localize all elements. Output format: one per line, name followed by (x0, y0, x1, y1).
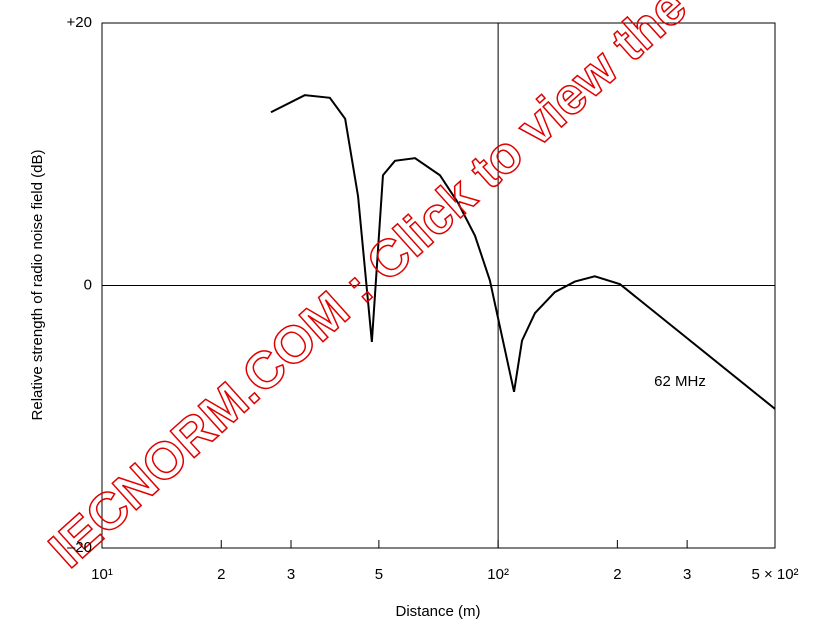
x-tick-label: 2 (613, 566, 621, 583)
x-tick-label: 2 (217, 566, 225, 583)
y-tick-label: +20 (67, 14, 92, 31)
x-tick-label: 3 (683, 566, 691, 583)
x-axis-label: Distance (m) (395, 603, 480, 620)
x-tick-label: 10² (487, 566, 509, 583)
x-tick-label: 5 × 10² (751, 566, 798, 583)
y-tick-label: 0 (84, 276, 92, 293)
watermark: IECNORM.COM : Click to view the full PDF (38, 0, 840, 579)
x-tick-label: 10¹ (91, 566, 113, 583)
annotation: 62 MHz (654, 373, 706, 390)
x-tick-label: 5 (375, 566, 383, 583)
y-axis-label: Relative strength of radio noise field (… (29, 150, 46, 421)
x-tick-label: 3 (287, 566, 295, 583)
data-line (270, 94, 776, 410)
y-tick-label: –20 (67, 539, 92, 556)
